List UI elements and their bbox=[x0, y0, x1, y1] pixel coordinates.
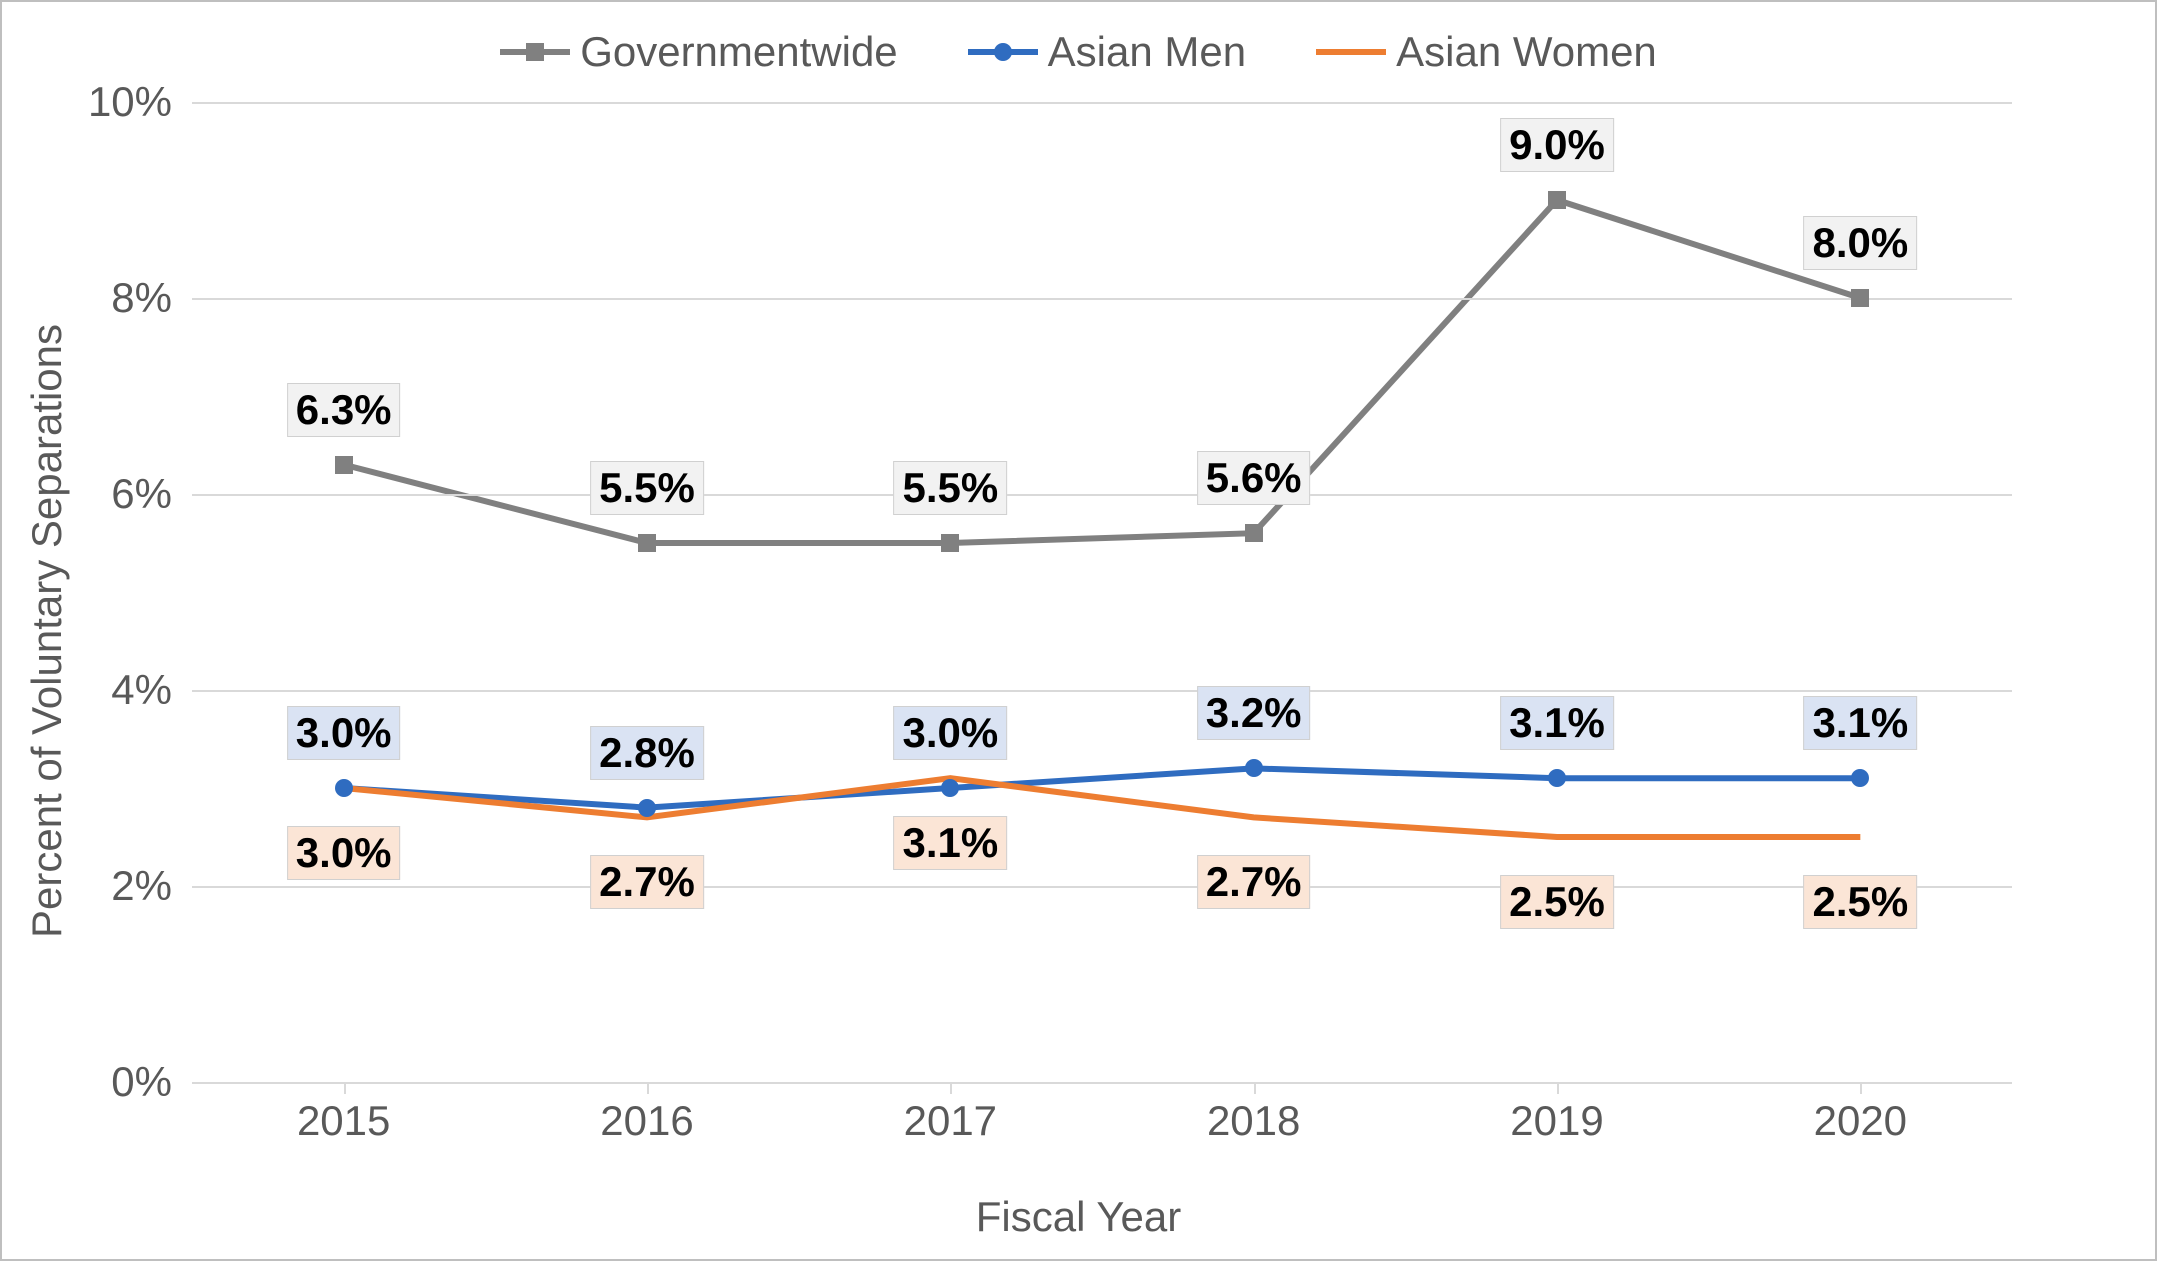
data-label: 9.0% bbox=[1500, 118, 1614, 172]
x-axis-title: Fiscal Year bbox=[976, 1193, 1181, 1241]
data-label: 3.0% bbox=[287, 706, 401, 760]
y-tick-label: 6% bbox=[111, 470, 192, 518]
legend-swatch bbox=[500, 49, 570, 55]
x-tick-label: 2018 bbox=[1207, 1082, 1300, 1145]
data-label: 6.3% bbox=[287, 383, 401, 437]
data-label: 3.1% bbox=[1803, 696, 1917, 750]
legend-swatch bbox=[968, 49, 1038, 55]
data-marker bbox=[1851, 289, 1869, 307]
legend-label: Governmentwide bbox=[580, 28, 897, 76]
data-marker bbox=[1548, 769, 1566, 787]
data-marker bbox=[1548, 191, 1566, 209]
data-label: 2.7% bbox=[1197, 855, 1311, 909]
data-label: 2.5% bbox=[1500, 875, 1614, 929]
data-label: 5.5% bbox=[893, 461, 1007, 515]
x-tick-label: 2017 bbox=[904, 1082, 997, 1145]
y-tick-label: 0% bbox=[111, 1058, 192, 1106]
data-marker bbox=[638, 534, 656, 552]
series-line bbox=[344, 200, 1861, 543]
legend-label: Asian Women bbox=[1396, 28, 1657, 76]
series-svg bbox=[192, 102, 2012, 1082]
data-marker bbox=[335, 779, 353, 797]
data-marker bbox=[941, 534, 959, 552]
data-marker bbox=[1851, 769, 1869, 787]
y-tick-label: 10% bbox=[88, 78, 192, 126]
legend-item: Asian Women bbox=[1316, 28, 1657, 76]
data-label: 2.7% bbox=[590, 855, 704, 909]
x-tick-label: 2020 bbox=[1814, 1082, 1907, 1145]
data-label: 3.0% bbox=[287, 826, 401, 880]
data-label: 8.0% bbox=[1803, 216, 1917, 270]
data-label: 2.5% bbox=[1803, 875, 1917, 929]
y-tick-label: 2% bbox=[111, 862, 192, 910]
legend-item: Asian Men bbox=[968, 28, 1246, 76]
series-line bbox=[344, 778, 1861, 837]
legend-swatch bbox=[1316, 49, 1386, 55]
x-tick-label: 2015 bbox=[297, 1082, 390, 1145]
y-tick-label: 8% bbox=[111, 274, 192, 322]
data-label: 5.5% bbox=[590, 461, 704, 515]
data-label: 5.6% bbox=[1197, 451, 1311, 505]
data-label: 3.1% bbox=[1500, 696, 1614, 750]
y-axis-title: Percent of Voluntary Separations bbox=[23, 323, 71, 937]
gridline bbox=[192, 690, 2012, 692]
data-label: 3.0% bbox=[893, 706, 1007, 760]
x-tick-label: 2016 bbox=[600, 1082, 693, 1145]
y-tick-label: 4% bbox=[111, 666, 192, 714]
data-marker bbox=[941, 779, 959, 797]
legend-item: Governmentwide bbox=[500, 28, 897, 76]
data-label: 3.2% bbox=[1197, 686, 1311, 740]
series-line bbox=[344, 768, 1861, 807]
gridline bbox=[192, 1082, 2012, 1084]
legend-label: Asian Men bbox=[1048, 28, 1246, 76]
gridline bbox=[192, 298, 2012, 300]
data-marker bbox=[1245, 759, 1263, 777]
legend: Governmentwide Asian Men Asian Women bbox=[2, 2, 2155, 102]
data-marker bbox=[1245, 524, 1263, 542]
x-tick-label: 2019 bbox=[1510, 1082, 1603, 1145]
gridline bbox=[192, 886, 2012, 888]
data-label: 3.1% bbox=[893, 816, 1007, 870]
gridline bbox=[192, 494, 2012, 496]
data-marker bbox=[335, 456, 353, 474]
chart-container: Governmentwide Asian Men Asian Women Perce… bbox=[0, 0, 2157, 1261]
plot-area: 0%2%4%6%8%10%2015201620172018201920206.3… bbox=[192, 102, 2012, 1082]
gridline bbox=[192, 102, 2012, 104]
data-marker bbox=[638, 799, 656, 817]
data-label: 2.8% bbox=[590, 726, 704, 780]
